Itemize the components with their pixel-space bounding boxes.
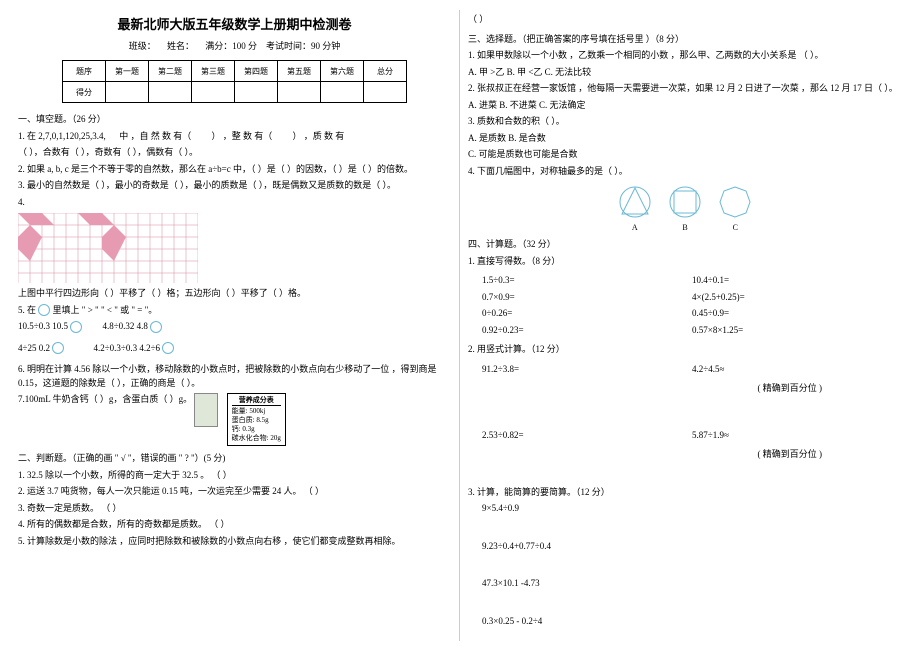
c3: 3. 质数和合数的积（ ）。 [468,115,902,129]
j2: 2. 运送 3.7 吨货物，每人一次只能运 0.15 吨，一次运完至少需要 24… [18,485,451,499]
p1-grid: 1.5÷0.3= 0.7×0.9= 0÷0.26= 0.92÷0.23= 10.… [468,271,902,340]
p2-row1: 91.2÷3.8= 4.2÷4.5≈ [468,360,902,380]
p3c: 47.3×10.1 -4.73 [468,577,902,591]
exam-info: 班级： 姓名： 满分：100 分 考试时间：90 分钟 [18,39,451,52]
p2-note: ( 精确到百分位 ) [468,382,902,396]
q3: 3. 最小的自然数是（ ），最小的奇数是（ ），最小的质数是（ ），既是偶数又是… [18,179,451,193]
q2: 2. 如果 a, b, c 是三个不等于零的自然数，那么在 a÷b=c 中，（ … [18,163,451,177]
nutrition-table: 营养成分表 能量: 500kj 蛋白质: 8.5g 钙: 0.3g 碳水化合物:… [227,393,286,446]
p3a: 9×5.4÷0.9 [468,502,902,516]
milk-image [194,393,218,427]
score-table: 题序第一题第二题第三题 第四题第五题第六题总分 得分 [62,60,407,103]
q1-cont: （ ），合数有（ ），奇数有（ ），偶数有（ ）。 [18,146,451,160]
p2-row2: 2.53÷0.82= 5.87÷1.9≈ [468,426,902,446]
shape-options: A B C [468,184,902,232]
c2-opts: A. 进菜 B. 不进菜 C. 无法确定 [468,99,902,113]
c4: 4. 下面几幅图中，对称轴最多的是（ ）。 [468,165,902,179]
q7: 7.100mL 牛奶含钙（ ）g，含蛋白质（ ）g。 营养成分表 能量: 500… [18,393,451,446]
circle-icon [38,304,50,316]
q1: 1. 在 2,7,0,1,120,25,3.4, 中 ，自 然 数 有（ ） ，… [18,130,451,144]
section-4: 四、计算题。（32 分） [468,238,902,252]
j5-cont: （ ） [468,13,902,27]
q4-text: 上图中平行四边形向（ ）平移了（ ）格；五边形向（ ）平移了（ ）格。 [18,287,451,301]
page-title: 最新北师大版五年级数学上册期中检测卷 [18,14,451,33]
j5: 5. 计算除数是小数的除法 ，应同时把除数和被除数的小数点向右移 ，使它们都变成… [18,535,451,549]
j1: 1. 32.5 除以一个小数，所得的商一定大于 32.5 。 （ ） [18,469,451,483]
c3-opts: A. 是质数 B. 是合数 [468,132,902,146]
c1-opts: A. 甲 >乙 B. 甲 <乙 C. 无法比较 [468,66,902,80]
c3-opts2: C. 可能是质数也可能是合数 [468,148,902,162]
c1: 1. 如果甲数除以一个小数 ，乙数乘一个相同的小数 ，那么甲、乙两数的大小关系是… [468,49,902,63]
q5: 5. 在 里填上 " > " " < " 或 " = "。 [18,304,451,318]
p3: 3. 计算，能简算的要简算。（12 分） [468,486,902,500]
q4-label: 4. [18,196,451,210]
section-1: 一、填空题。（26 分） [18,113,451,127]
q5-row1: 10.5÷0.3 10.5 4.8÷0.32 4.8 [18,320,451,334]
q5-row2: 4÷25 0.2 4.2÷0.3÷0.3 4.2÷6 [18,342,451,356]
section-2: 二、判断题。（正确的画 " √ "，错误的画 " ? "）(5 分) [18,452,451,466]
section-3: 三、选择题。（把正确答案的序号填在括号里 ）（8 分） [468,33,902,47]
p2-note2: ( 精确到百分位 ) [468,448,902,462]
q6: 6. 明明在计算 4.56 除以一个小数，移动除数的小数点时，把被除数的小数点向… [18,363,451,390]
c2: 2. 张叔叔正在经营一家饭馆 ，他每隔一天需要进一次菜，如果 12 月 2 日进… [468,82,902,96]
p3d: 0.3×0.25 - 0.2÷4 [468,615,902,629]
j4: 4. 所有的偶数都是合数，所有的奇数都是质数。 （ ） [18,518,451,532]
p3b: 9.23÷0.4+0.77÷0.4 [468,540,902,554]
j3: 3. 奇数一定是质数。 （ ） [18,502,451,516]
p1: 1. 直接写得数。（8 分） [468,255,902,269]
p2: 2. 用竖式计算。（12 分） [468,343,902,357]
grid-figure [18,213,451,283]
